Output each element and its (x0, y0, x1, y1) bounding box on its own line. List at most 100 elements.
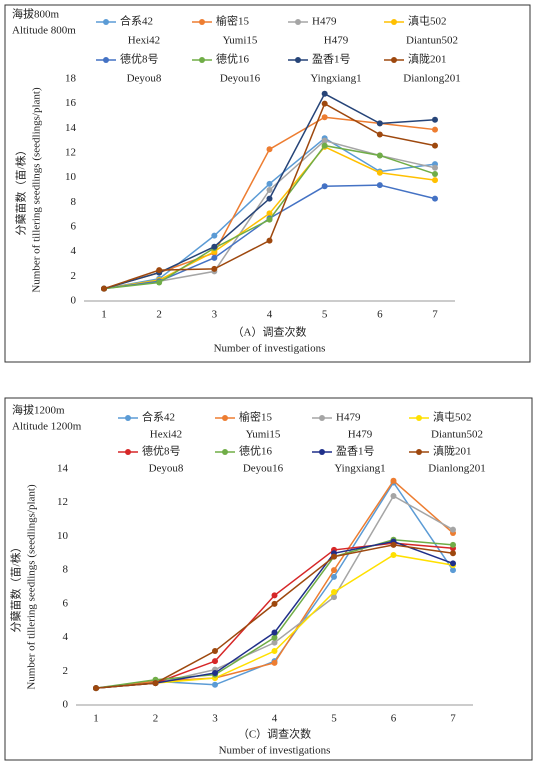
series-line (95, 479, 454, 689)
title: 海拔800m (12, 7, 59, 21)
legend-label: 盈香1号 (336, 445, 375, 458)
legend-label: Dianlong201 (428, 463, 485, 475)
legend-label: Yumi15 (223, 35, 258, 47)
series-line (95, 542, 454, 689)
data-point (211, 265, 218, 272)
y-tick-label: 6 (63, 597, 69, 609)
legend-label: Yingxiang1 (310, 73, 361, 85)
y-tick-label: 0 (63, 699, 69, 711)
data-point (321, 100, 328, 107)
data-point (271, 648, 278, 655)
legend-marker (295, 19, 301, 25)
data-point (156, 267, 163, 274)
legend-marker (416, 415, 422, 421)
legend-label: Yingxiang1 (334, 463, 385, 475)
data-point (390, 551, 397, 558)
data-point (450, 567, 456, 574)
data-point (212, 658, 218, 665)
data-point (271, 629, 278, 636)
legend-marker (125, 415, 131, 421)
y-tick-label: 8 (63, 564, 69, 576)
x-tick-label: 6 (391, 713, 397, 725)
data-point (432, 126, 438, 133)
data-point (432, 170, 438, 177)
data-point (321, 137, 328, 144)
data-point (212, 648, 218, 655)
legend-marker (222, 449, 228, 455)
x-axis-label: Number of investigations (214, 343, 326, 355)
legend-label: Diantun502 (406, 35, 458, 47)
chart-frame (4, 397, 533, 761)
legend-label: 德优8号 (120, 52, 159, 66)
data-point (212, 669, 218, 676)
legend-marker (199, 57, 205, 63)
legend-label: H479 (312, 16, 337, 28)
data-point (266, 216, 273, 223)
data-point (390, 541, 397, 548)
y-tick-label: 6 (71, 221, 77, 233)
series-line (95, 544, 454, 689)
data-point (271, 659, 278, 666)
data-point (212, 681, 218, 688)
legend-label: 合系42 (142, 410, 175, 424)
data-point (101, 285, 107, 292)
data-point (266, 187, 273, 193)
legend-label: 榆密15 (216, 14, 249, 28)
y-tick-label: 2 (63, 665, 69, 677)
data-point (271, 600, 278, 607)
data-point (211, 243, 218, 250)
title: 海拔1200m (12, 403, 65, 417)
y-tick-label: 8 (71, 196, 77, 208)
y-tick-label: 16 (65, 97, 77, 109)
x-tick-label: 2 (156, 309, 162, 321)
legend-label: 德优16 (239, 444, 272, 458)
y-tick-label: 4 (63, 631, 69, 643)
legend-label: Hexi42 (150, 429, 182, 441)
legend-label: 盈香1号 (312, 53, 351, 66)
legend-label: 德优16 (216, 52, 249, 66)
data-point (331, 589, 337, 596)
data-point (450, 541, 456, 548)
y-tick-label: 12 (57, 496, 68, 508)
legend-label: Dianlong201 (403, 73, 460, 85)
legend-marker (103, 57, 109, 63)
data-point (211, 232, 218, 239)
data-point (390, 477, 397, 484)
legend-label: 德优8号 (142, 444, 181, 458)
data-point (390, 492, 397, 499)
data-point (376, 131, 383, 138)
data-point (271, 592, 278, 599)
x-tick-label: 5 (322, 309, 328, 321)
series-line (95, 539, 454, 689)
chart-frame (4, 4, 531, 363)
x-tick-label: 3 (212, 713, 218, 725)
x-tick-label: 5 (331, 713, 337, 725)
data-point (450, 550, 456, 557)
legend-label: Deyou8 (127, 73, 162, 85)
data-point (376, 182, 383, 189)
data-point (266, 146, 273, 153)
x-tick-label: 2 (153, 713, 159, 725)
legend-marker (319, 449, 325, 455)
data-point (331, 594, 337, 601)
y-axis-label: Number of tillering seedlings (seedlings… (26, 484, 38, 690)
data-point (450, 526, 456, 533)
series-line (95, 481, 454, 689)
x-axis-label: Number of investigations (219, 745, 331, 757)
y-tick-label: 0 (71, 295, 77, 307)
data-point (376, 169, 383, 176)
legend-label: H479 (324, 35, 349, 47)
legend-marker (103, 19, 109, 25)
legend-label: Yumi15 (246, 429, 281, 441)
data-point (266, 180, 273, 187)
x-tick-label: 3 (212, 309, 218, 321)
legend-label: H479 (336, 412, 361, 424)
data-point (156, 279, 163, 286)
data-point (376, 120, 383, 127)
legend-marker (199, 19, 205, 25)
legend-label: 滇陇201 (408, 52, 447, 66)
y-tick-label: 18 (65, 73, 77, 85)
data-point (376, 152, 383, 159)
series-line (103, 116, 436, 290)
data-point (266, 195, 273, 202)
